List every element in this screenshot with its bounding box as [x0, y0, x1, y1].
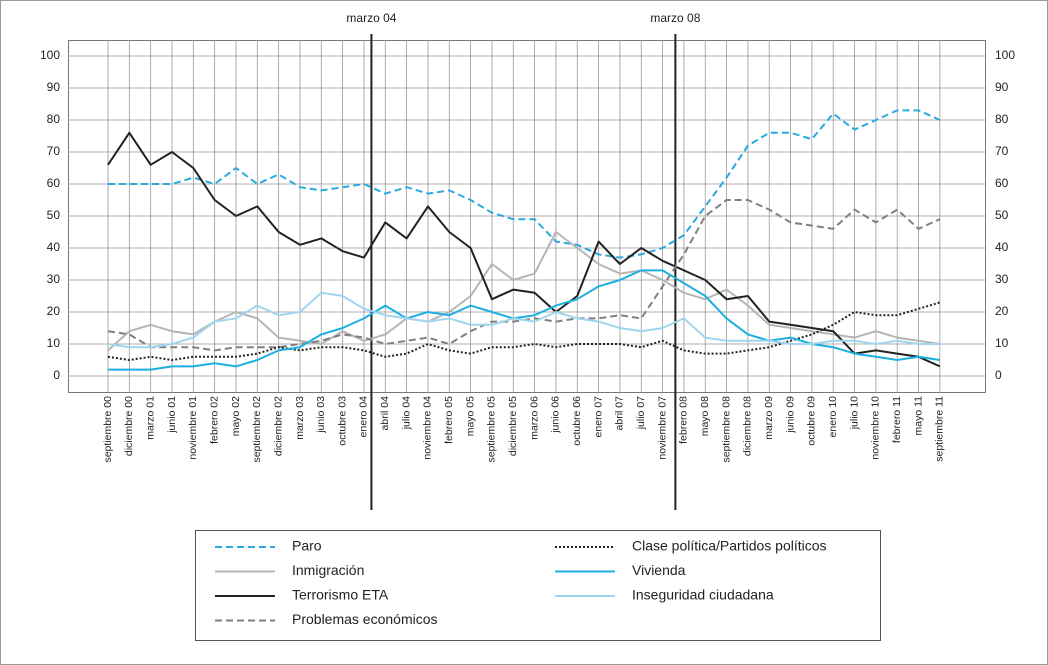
x-tick-label: febrero 08: [678, 396, 690, 444]
x-tick-label: diciembre 05: [507, 396, 519, 456]
series-line: [108, 269, 941, 371]
x-tick-label: octubre 09: [806, 396, 818, 446]
legend-label: Clase política/Partidos políticos: [632, 538, 827, 554]
legend-label: Inmigración: [292, 562, 364, 578]
x-tick-label: mayo 02: [230, 396, 242, 436]
x-tick-label: mayo 11: [912, 396, 924, 436]
x-tick-label: mayo 05: [464, 396, 476, 436]
y2-tick-label: 50: [995, 208, 1009, 222]
x-tick-label: noviembre 10: [870, 396, 882, 460]
x-tick-label: junio 09: [784, 396, 796, 434]
series-line: [108, 109, 941, 259]
x-tick-label: enero 04: [358, 396, 370, 438]
x-tick-label: junio 03: [315, 396, 327, 434]
x-tick-label: diciembre 02: [272, 396, 284, 456]
x-tick-label: febrero 05: [443, 396, 455, 444]
y-tick-label: 70: [47, 144, 61, 158]
x-tick-label: febrero 11: [891, 396, 903, 443]
event-label: marzo 08: [650, 11, 700, 25]
x-tick-label: febrero 02: [208, 396, 220, 444]
x-tick-label: abril 04: [379, 396, 391, 431]
legend-box: [195, 530, 881, 641]
series-line: [107, 291, 940, 349]
y2-tick-label: 80: [995, 112, 1009, 126]
y2-tick-label: 90: [995, 80, 1009, 94]
x-tick-label: septiembre 00: [102, 396, 114, 463]
x-tick-label: junio 06: [550, 396, 562, 434]
x-tick-label: julio 04: [400, 396, 412, 430]
event-label: marzo 04: [346, 11, 396, 25]
x-tick-label: noviembre 07: [656, 396, 668, 460]
x-tick-label: mayo 08: [699, 396, 711, 436]
x-tick-label: enero 07: [592, 396, 604, 438]
legend-label: Paro: [292, 538, 322, 554]
x-tick-label: julio 10: [848, 396, 860, 430]
x-tick-label: septiembre 11: [934, 396, 946, 462]
y-tick-label: 80: [47, 112, 61, 126]
y-tick-label: 90: [47, 80, 61, 94]
x-tick-label: marzo 01: [144, 396, 156, 440]
y2-tick-label: 20: [995, 304, 1009, 318]
x-tick-label: marzo 03: [294, 396, 306, 440]
x-tick-label: marzo 06: [528, 396, 540, 440]
x-tick-label: diciembre 08: [742, 396, 754, 456]
legend-label: Vivienda: [632, 562, 686, 578]
x-tick-label: diciembre 00: [123, 396, 135, 456]
y2-tick-label: 0: [995, 368, 1002, 382]
y-tick-label: 30: [47, 272, 61, 286]
y2-tick-label: 30: [995, 272, 1009, 286]
x-tick-label: septiembre 05: [486, 396, 498, 463]
x-tick-label: noviembre 04: [422, 396, 434, 460]
x-tick-label: septiembre 02: [251, 396, 263, 463]
legend-label: Inseguridad ciudadana: [632, 587, 774, 603]
y2-tick-label: 10: [995, 336, 1009, 350]
y-tick-label: 0: [53, 368, 60, 382]
y2-tick-label: 40: [995, 240, 1009, 254]
y-tick-label: 100: [40, 48, 60, 62]
x-tick-label: junio 01: [166, 396, 178, 434]
plot-area: [68, 40, 986, 393]
x-tick-label: septiembre 08: [720, 396, 732, 463]
y-tick-label: 20: [47, 304, 61, 318]
y2-tick-label: 60: [995, 176, 1009, 190]
y2-tick-label: 100: [995, 48, 1015, 62]
y2-tick-label: 70: [995, 144, 1009, 158]
x-tick-label: noviembre 01: [187, 396, 199, 460]
x-tick-label: marzo 09: [763, 396, 775, 440]
x-tick-label: enero 10: [827, 396, 839, 438]
series-line: [107, 131, 941, 368]
legend-label: Terrorismo ETA: [292, 587, 389, 603]
series-line: [107, 301, 941, 361]
legend-label: Problemas económicos: [292, 611, 438, 627]
y-tick-label: 10: [47, 336, 61, 350]
y-tick-label: 60: [47, 176, 61, 190]
x-tick-label: octubre 03: [336, 396, 348, 446]
y-tick-label: 50: [47, 208, 61, 222]
y-tick-label: 40: [47, 240, 61, 254]
x-tick-label: julio 07: [635, 396, 647, 430]
series-line: [107, 231, 941, 352]
x-tick-label: abril 07: [614, 396, 626, 431]
x-tick-label: octubre 06: [571, 396, 583, 446]
